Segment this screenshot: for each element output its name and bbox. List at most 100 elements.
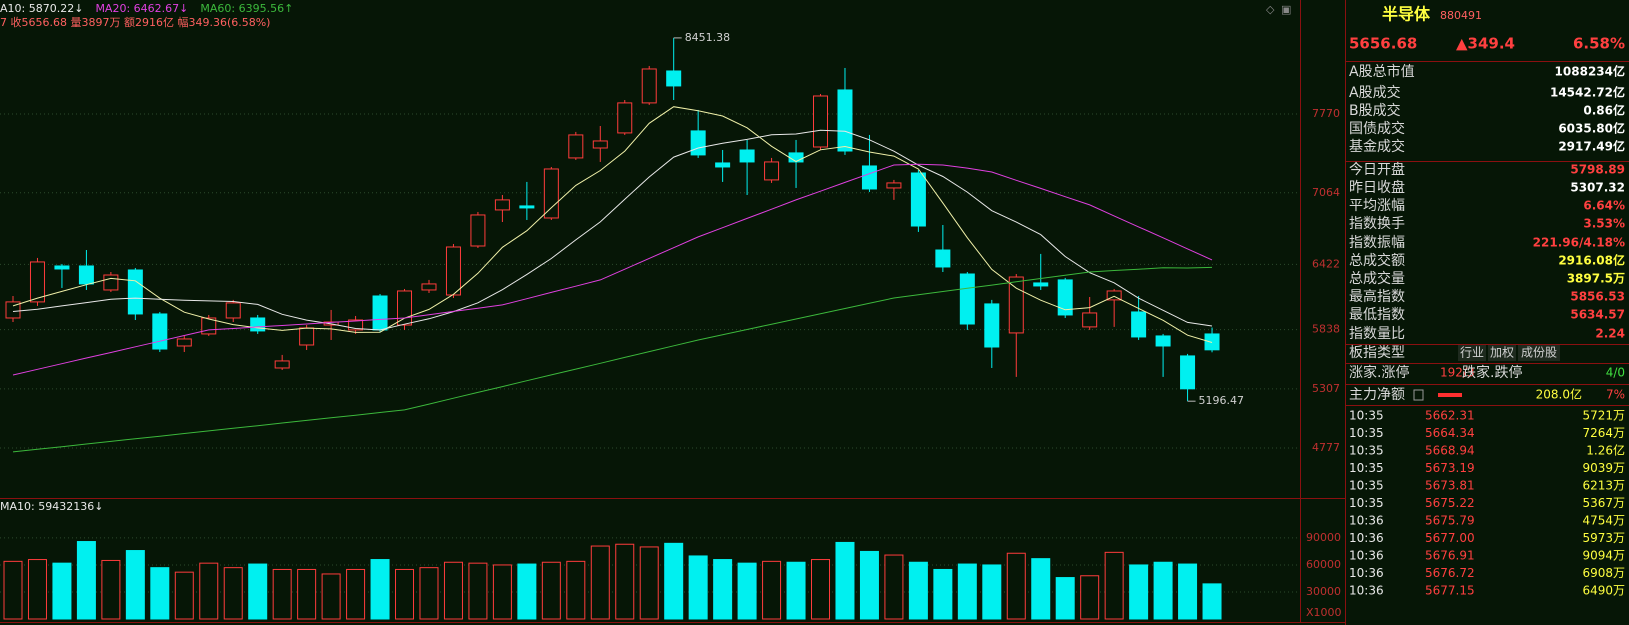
type-button-label[interactable]: 加权 [1490,346,1514,360]
stat-value: 6.64% [1583,199,1625,213]
volume-bar [443,561,463,620]
y-tick-label: 30000 [1306,585,1341,598]
volume-bar [1178,563,1198,620]
volume-bar [590,545,610,620]
volume-bar [1104,551,1124,620]
candle-body [788,152,804,163]
candle-body [348,319,364,331]
legend-entry: MA10: 59432136↓ [0,500,103,513]
volume-bar [272,568,292,620]
stat-value: 5798.89 [1570,163,1625,177]
volume-bar [957,563,977,620]
tick-time: 10:35 [1349,479,1384,493]
candle-body [837,89,853,152]
type-button[interactable] [1488,345,1516,361]
candle-body [764,161,780,181]
tick-time: 10:35 [1349,461,1384,475]
stat-label: 国债成交 [1349,120,1405,137]
volume-bar [713,559,733,620]
tick-price: 5675.22 [1425,496,1475,510]
volume-bar [370,559,390,620]
stat-value: 5634.57 [1570,308,1625,322]
candle-body [152,313,168,350]
volume-bar [566,560,586,620]
candle-body [641,68,657,104]
candle-body [1082,312,1098,328]
volume-bar [884,554,904,620]
net-label: 主力净额 [1349,387,1405,403]
volume-bar [174,571,194,620]
y-axis-label: X1000 [1306,606,1342,619]
stat-value: 2.24 [1595,327,1625,341]
icon[interactable]: ◇ [1266,3,1275,16]
tick-volume: 6908万 [1582,566,1625,580]
stat-label: 指数振幅 [1349,235,1405,251]
tick-price: 5677.00 [1425,531,1475,545]
volume-bar [3,560,23,620]
volume-bar [859,550,879,620]
volume-bar [1202,583,1222,620]
candle-body [372,295,388,331]
tick-volume: 9094万 [1582,549,1625,563]
tick-price: 5676.72 [1425,566,1475,580]
candle-body [910,172,926,227]
ma-line [12,106,1213,343]
type-button-label[interactable]: 行业 [1460,346,1484,360]
net-bar [1438,393,1462,397]
volume-bar [321,573,341,620]
candle-body [1057,279,1073,316]
breadth: 192/3 [1440,366,1475,380]
volume-bar [52,562,72,620]
tick-volume: 6213万 [1582,479,1625,493]
legend-entry: MA60: 6395.56↑ [200,2,293,15]
stat-value: 2917.49亿 [1558,139,1625,154]
candle-body [470,214,486,247]
volume-bar [835,541,855,620]
info-panel: 半导体 880491 5656.68 ▲349.4 6.58% A股总市值 1088234亿… [1346,5,1629,598]
panel-code: 880491 [1440,9,1482,22]
candle-body [617,102,633,134]
volume-bar [492,564,512,620]
tick-time: 10:36 [1349,514,1384,528]
tick-price: 5676.91 [1425,549,1475,563]
candle-body [715,162,731,168]
stat-value: 221.96/4.18% [1533,236,1625,250]
type-label: 板指类型 [1349,345,1405,361]
tick-volume: 9039万 [1582,461,1625,475]
y-tick-label: 5838 [1312,323,1340,336]
candle-body [1131,311,1147,338]
volume-bar [248,563,268,620]
tick-time: 10:35 [1349,496,1384,510]
y-tick-label: 6422 [1312,257,1340,270]
volume-bar [982,564,1002,620]
tick-time: 10:35 [1349,426,1384,440]
stat-value: 5856.53 [1570,290,1625,304]
legend-entry: MA20: 6462.67↓ [95,2,188,15]
type-button-label[interactable]: 成份股 [1521,346,1557,360]
candle-body [739,149,755,163]
stat-value: 3.53% [1583,217,1625,231]
candle-body [666,70,682,87]
tick-price: 5662.31 [1425,409,1475,423]
net-icon [1413,389,1424,401]
type-button[interactable] [1518,345,1560,361]
stat-value: 2916.08亿 [1558,253,1625,268]
candle-body [299,327,315,346]
icon[interactable]: ▣ [1281,3,1291,16]
y-tick-label: 60000 [1306,558,1341,571]
candle-body [861,165,877,190]
stat-value: 6035.80亿 [1558,121,1625,136]
volume-bar [933,568,953,620]
tick-price: 5668.94 [1425,444,1475,458]
stat-label: 指数换手 [1349,215,1405,232]
volume-bar [1006,552,1026,620]
subtitle: 7 收5656.68 量3897万 额2916亿 幅349.36(6.58%) [0,15,270,29]
y-tick-label: 7064 [1312,186,1340,199]
legend-entry: A10: 5870.22↓ [0,2,83,15]
volume-bar [419,567,439,620]
stat-label: 最低指数 [1349,307,1405,323]
candle-body [1204,333,1220,351]
candle-body [421,283,437,291]
candle-body [127,269,143,315]
type-button[interactable] [1458,345,1486,361]
